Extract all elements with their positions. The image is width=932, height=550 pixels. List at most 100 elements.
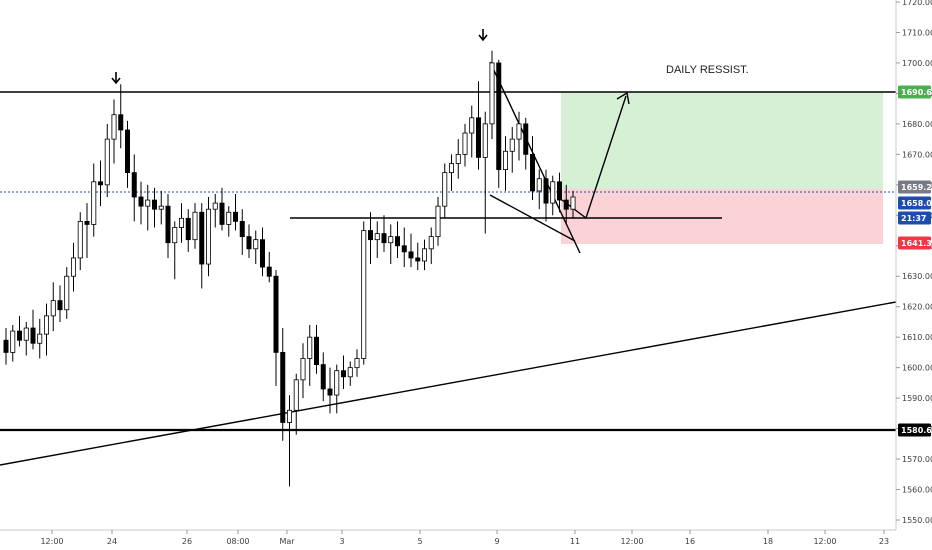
candle xyxy=(273,270,279,386)
candle xyxy=(489,50,495,140)
price-tag: 1659.26 xyxy=(898,180,932,194)
candle xyxy=(570,190,576,219)
candle xyxy=(374,221,380,258)
candle xyxy=(266,251,272,283)
annotation-daily-resist: DAILY RESSIST. xyxy=(666,64,749,76)
candle xyxy=(172,221,178,280)
candle xyxy=(226,206,232,237)
candle xyxy=(165,193,171,258)
candle xyxy=(37,318,43,359)
x-tick-label: 9 xyxy=(494,537,499,546)
x-tick-label: 11 xyxy=(570,537,580,546)
candle xyxy=(16,315,22,347)
candle xyxy=(550,175,556,216)
candle xyxy=(293,373,299,435)
candle xyxy=(448,154,454,191)
candle xyxy=(455,139,461,179)
y-tick-label: 1570.00 xyxy=(902,455,932,464)
candle xyxy=(307,324,313,386)
candle xyxy=(50,282,56,332)
x-tick-label: Mar xyxy=(279,537,295,546)
price-tag: 1690.63 xyxy=(898,85,932,99)
candle xyxy=(219,187,225,231)
projection-arrowhead xyxy=(616,91,630,105)
candle xyxy=(401,227,407,268)
candle xyxy=(44,303,50,356)
candle xyxy=(496,59,502,188)
candle xyxy=(388,224,394,265)
candle xyxy=(246,224,252,258)
candle xyxy=(543,169,549,222)
candle xyxy=(151,187,157,228)
x-tick-label: 3 xyxy=(339,537,344,546)
candle xyxy=(71,242,77,292)
candle xyxy=(199,203,205,289)
wedge-lower-line xyxy=(489,194,576,242)
candle xyxy=(557,172,563,213)
candle xyxy=(313,324,319,374)
y-tick-label: 1600.00 xyxy=(902,364,932,373)
candle xyxy=(145,184,151,231)
x-tick-label: 26 xyxy=(182,537,192,546)
candle xyxy=(340,355,346,389)
svg-text:1658.00: 1658.00 xyxy=(901,199,932,208)
y-tick-label: 1720.00 xyxy=(902,0,932,7)
svg-text:1659.26: 1659.26 xyxy=(901,183,932,192)
candle xyxy=(334,364,340,414)
x-tick-label: 12:00 xyxy=(40,537,63,546)
candle xyxy=(131,154,137,222)
x-tick-label: 12:00 xyxy=(620,537,643,546)
rising-trendline xyxy=(0,301,897,466)
candle xyxy=(327,367,333,414)
candle xyxy=(178,203,184,243)
y-tick-label: 1710.00 xyxy=(902,28,932,37)
down-arrow-icon xyxy=(478,29,488,42)
candle xyxy=(347,361,353,386)
candle xyxy=(23,321,29,356)
candle xyxy=(300,343,306,399)
candle xyxy=(185,209,191,252)
x-tick-label: 16 xyxy=(685,537,695,546)
candles-layer xyxy=(3,50,576,487)
candle xyxy=(286,395,292,487)
candle xyxy=(475,81,481,170)
x-tick-label: 24 xyxy=(107,537,117,546)
candle xyxy=(367,212,373,265)
candle xyxy=(469,105,475,158)
candle xyxy=(10,324,16,362)
candle xyxy=(192,203,198,249)
candle xyxy=(536,169,542,210)
candle xyxy=(64,267,70,319)
target-zone xyxy=(561,92,883,189)
candle xyxy=(125,120,131,188)
svg-text:21:37: 21:37 xyxy=(901,214,926,223)
candle xyxy=(104,123,110,198)
candle xyxy=(435,197,441,246)
candle xyxy=(158,190,164,225)
y-tick-label: 1550.00 xyxy=(902,516,932,525)
candle xyxy=(394,221,400,258)
candle xyxy=(118,84,124,149)
x-tick-label: 5 xyxy=(417,537,422,546)
candle xyxy=(253,230,259,265)
candle xyxy=(354,349,360,377)
svg-text:1690.63: 1690.63 xyxy=(901,88,932,97)
down-arrow-icon xyxy=(111,72,121,85)
price-tag: 1580.69 xyxy=(898,423,932,437)
candle xyxy=(98,160,104,207)
candle xyxy=(502,136,508,191)
candle xyxy=(509,126,515,173)
candle xyxy=(280,328,286,441)
y-tick-label: 1620.00 xyxy=(902,303,932,312)
candle xyxy=(361,221,367,365)
candle xyxy=(30,309,36,350)
candle xyxy=(408,233,414,268)
y-tick-label: 1670.00 xyxy=(902,150,932,159)
candle xyxy=(91,163,97,237)
x-tick-label: 08:00 xyxy=(226,537,249,546)
candle xyxy=(563,184,569,225)
price-tag: 1658.00 xyxy=(898,196,932,210)
candle xyxy=(111,99,117,164)
price-tags: 1690.63 1659.26 1658.00 21:37 1641.37 1580.69 xyxy=(898,85,932,437)
